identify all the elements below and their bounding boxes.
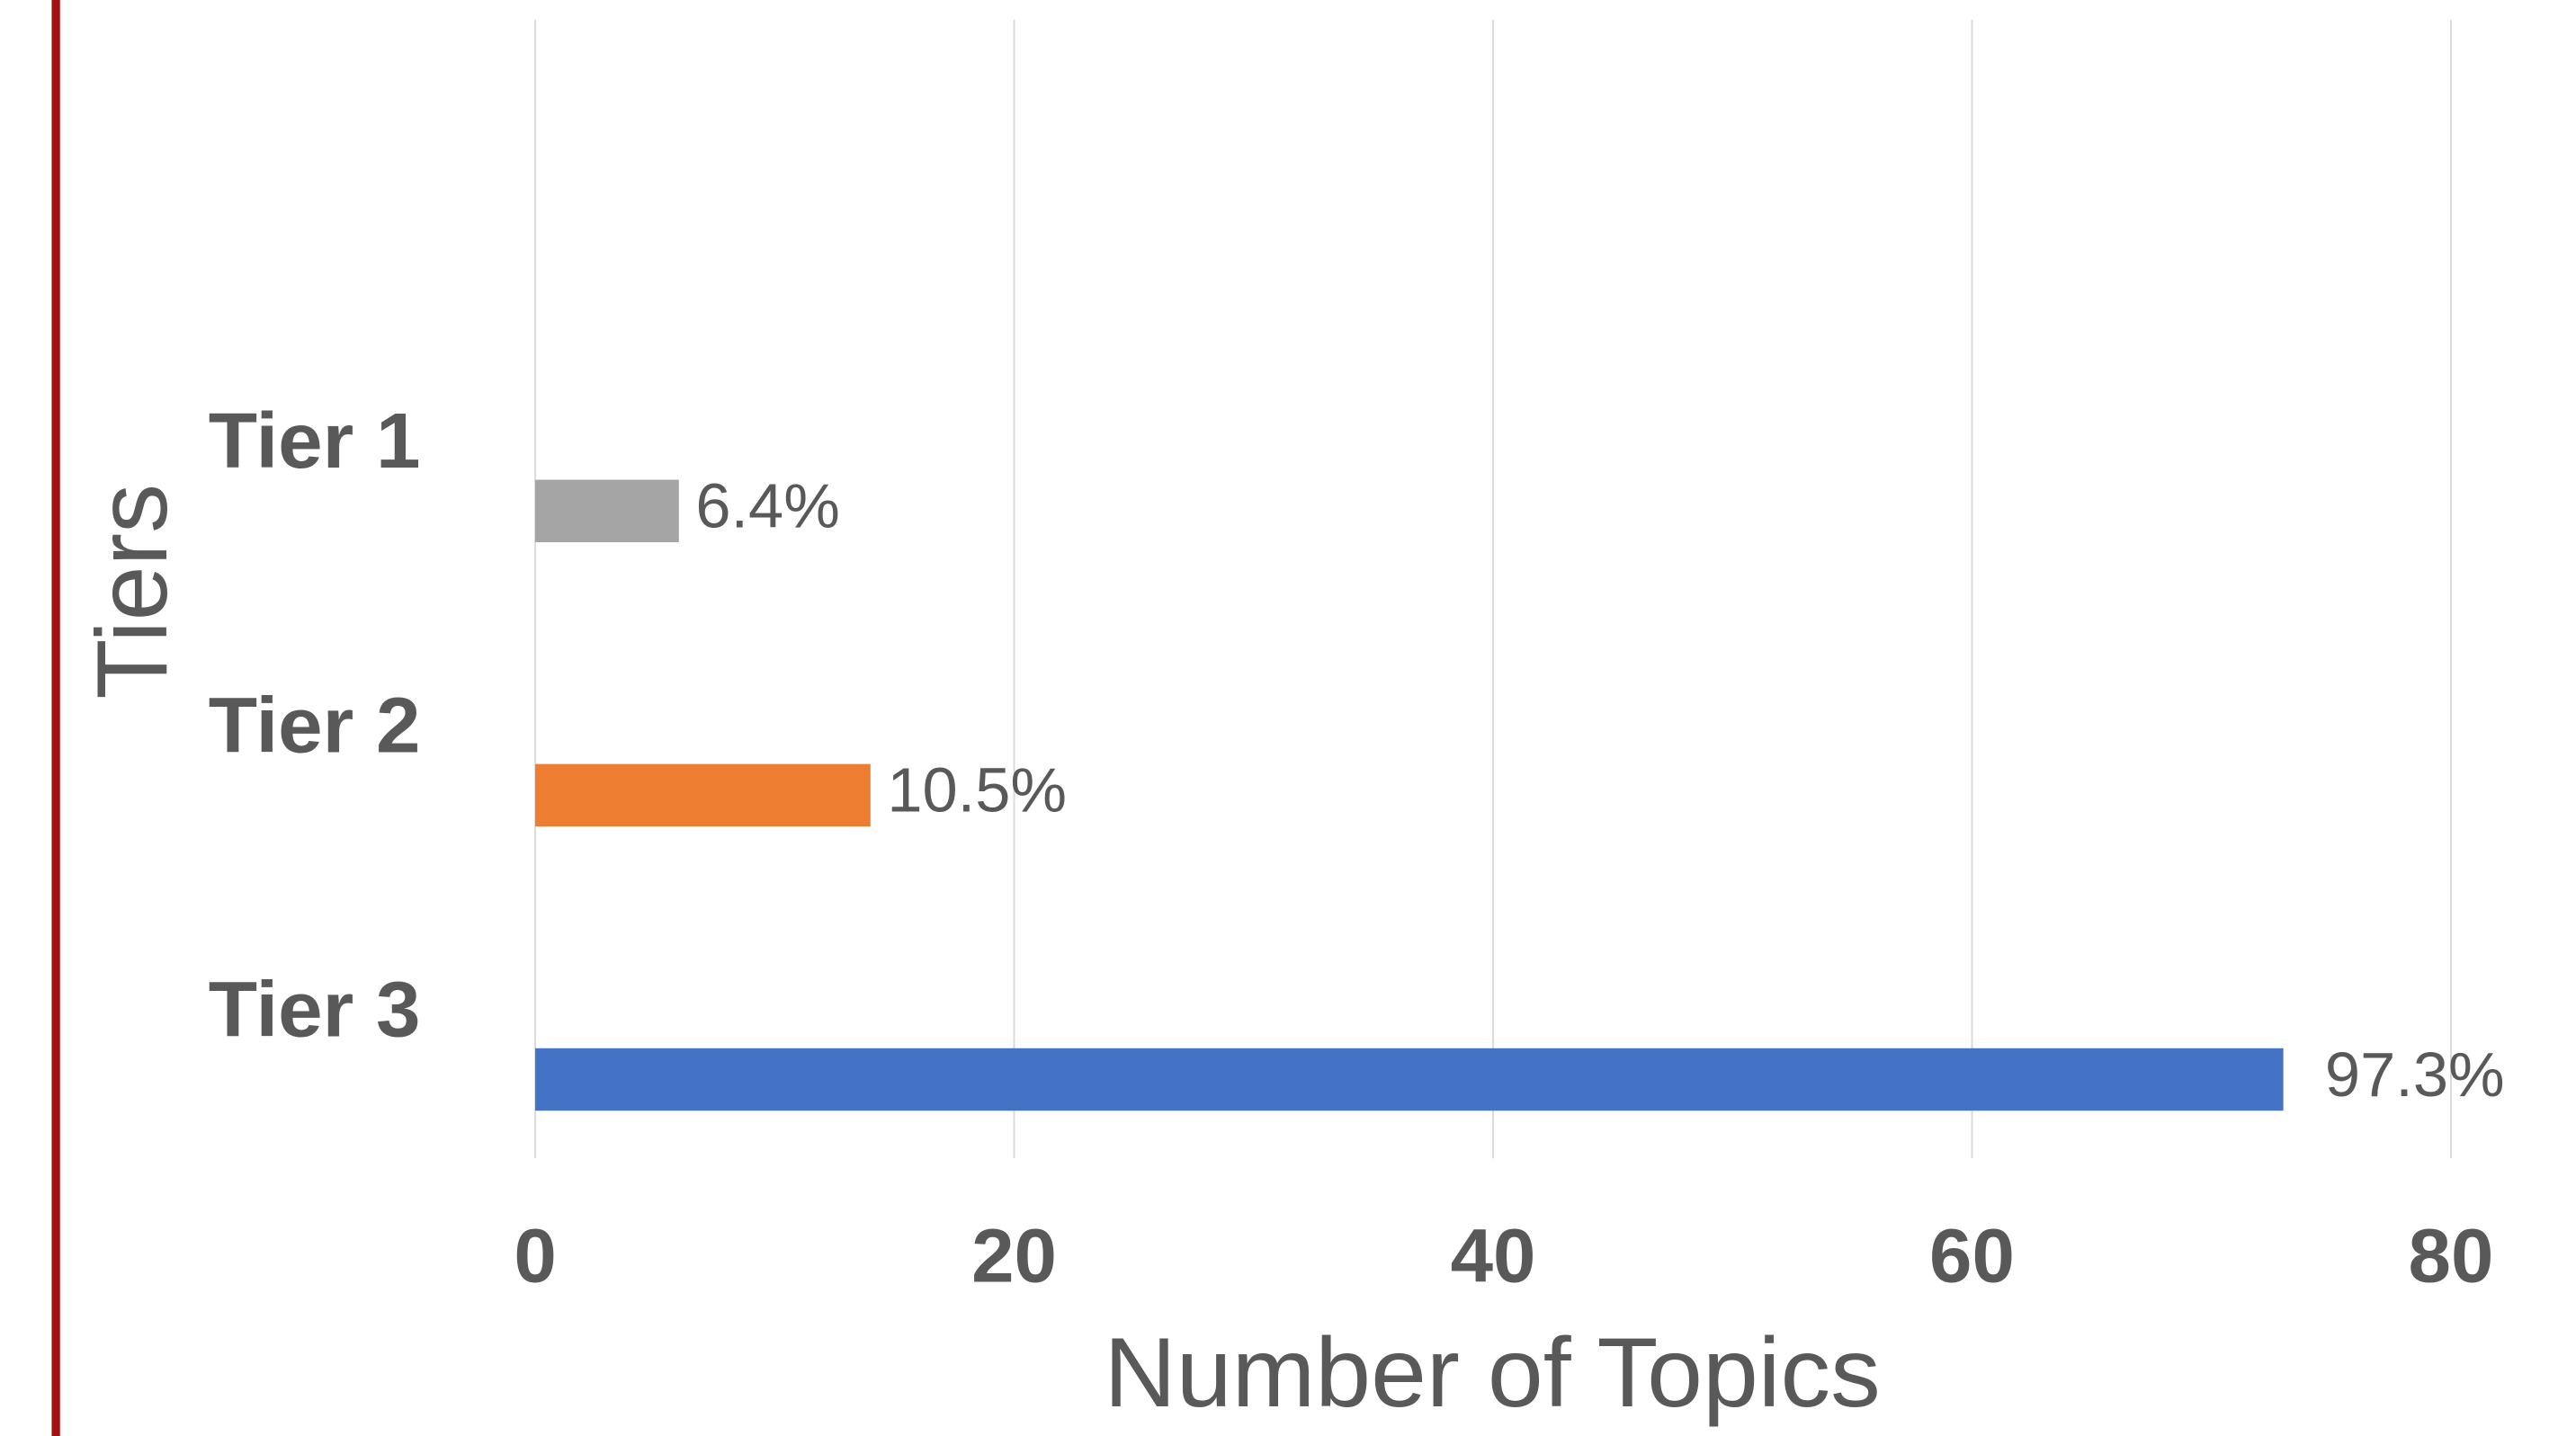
category-label: Tier 1	[209, 397, 421, 485]
bar-annotation: 6.4%	[695, 471, 840, 540]
side-rule	[51, 0, 60, 1436]
bar	[535, 763, 871, 827]
x-tick-label: 20	[971, 1213, 1057, 1298]
x-tick-label: 0	[514, 1213, 556, 1298]
category-label: Tier 2	[209, 681, 421, 769]
x-axis-title: Number of Topics	[1104, 1318, 1880, 1428]
x-tick-label: 80	[2409, 1213, 2494, 1298]
bar	[535, 1048, 2284, 1111]
bar-annotation: 10.5%	[887, 755, 1067, 825]
category-label: Tier 3	[209, 965, 421, 1053]
bar	[535, 479, 679, 542]
y-axis-title: Tiers	[76, 484, 188, 700]
x-tick-label: 40	[1451, 1213, 1536, 1298]
x-tick-label: 60	[1929, 1213, 2015, 1298]
bar-annotation: 97.3%	[2325, 1039, 2505, 1109]
